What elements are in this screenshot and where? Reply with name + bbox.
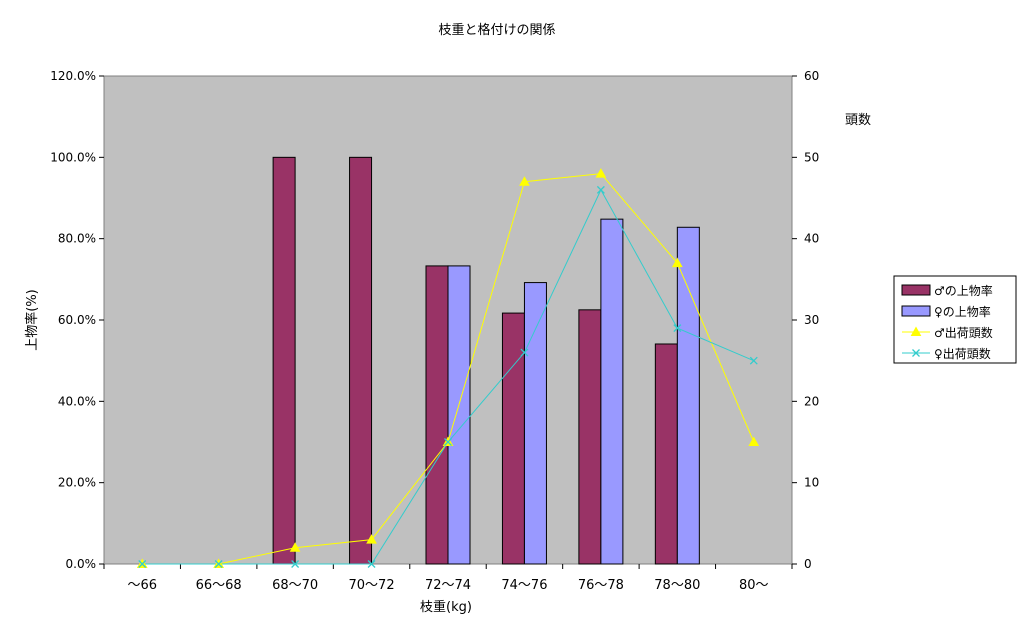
x-tick-label: ～66	[127, 578, 157, 593]
point-male-count	[748, 436, 760, 446]
point-male-count	[595, 168, 607, 178]
bar-male	[578, 309, 602, 565]
point-male-count	[671, 257, 683, 268]
x-axis: ～66 66～68 68～70 70～72 72～74 74～76 76～78 78～80 80…	[103, 564, 793, 593]
bar-series-group	[272, 156, 700, 565]
bar-male	[501, 312, 525, 565]
x-axis-label: 枝重(kg)	[420, 599, 472, 615]
point-female-count	[444, 438, 452, 446]
bar-female	[447, 265, 471, 565]
legend-label: ♀の上物率	[934, 304, 991, 319]
line-series-group	[136, 168, 760, 568]
x-tick-label: 78～80	[654, 578, 700, 593]
y2-tick-label: 40	[804, 232, 819, 246]
y2-tick-label: 10	[804, 476, 819, 490]
legend-label: ♂の上物率	[934, 283, 993, 298]
bar-male	[272, 156, 296, 565]
point-female-count	[138, 560, 147, 568]
legend-label: ♂出荷頭数	[934, 325, 993, 340]
y2-tick-label: 20	[804, 394, 819, 408]
point-female-count	[367, 560, 376, 568]
point-female-count	[673, 324, 682, 333]
bar-male	[349, 156, 373, 565]
y-tick-label: 40.0%	[58, 394, 96, 408]
legend-swatch	[901, 305, 931, 317]
y-axis: 0.0% 20.0% 40.0% 60.0% 80.0% 100.0% 120.0%	[50, 69, 104, 571]
bar-female	[523, 282, 547, 565]
bar-female	[600, 218, 624, 565]
y2-axis: 0 10 20 30 40 50 60	[792, 69, 819, 571]
y-tick-label: 0.0%	[66, 557, 97, 571]
x-tick-label: 68～70	[272, 578, 318, 593]
y-tick-label: 120.0%	[50, 69, 96, 83]
point-female-count	[749, 356, 758, 365]
x-tick-label: 70～72	[349, 578, 395, 593]
bar-male	[425, 265, 449, 565]
y2-tick-label: 50	[804, 150, 819, 164]
point-female-count	[291, 560, 300, 568]
point-male-count	[289, 542, 301, 552]
point-female-count	[214, 560, 223, 568]
bar-female	[676, 226, 700, 565]
x-tick-label: 66～68	[196, 578, 242, 593]
x-tick-label: 74～76	[501, 578, 547, 593]
legend-marker	[910, 326, 922, 336]
legend-marker	[912, 349, 920, 357]
y2-tick-label: 30	[804, 313, 819, 327]
x-tick-label: 80～	[739, 578, 769, 593]
legend-swatch	[901, 284, 931, 296]
y-tick-label: 80.0%	[58, 232, 96, 246]
point-male-count	[366, 534, 377, 544]
point-female-count	[596, 185, 605, 194]
x-tick-label: 72～74	[425, 578, 471, 593]
y-tick-label: 20.0%	[58, 476, 96, 490]
point-male-count	[519, 176, 530, 186]
y-axis-label: 上物率(%)	[24, 289, 40, 351]
y2-axis-label: 頭数	[845, 113, 871, 128]
chart-title: 枝重と格付けの関係	[438, 22, 555, 38]
y-tick-label: 100.0%	[50, 150, 96, 164]
legend: ♂の上物率 ♀の上物率 ♂出荷頭数 ♀出荷頭数	[893, 275, 1017, 364]
point-female-count	[520, 348, 529, 357]
y-tick-label: 60.0%	[58, 313, 96, 327]
x-tick-label: 76～78	[578, 578, 624, 593]
bar-male	[654, 343, 678, 565]
legend-label: ♀出荷頭数	[934, 346, 991, 361]
y2-tick-label: 60	[804, 69, 819, 83]
y2-tick-label: 0	[804, 557, 812, 571]
